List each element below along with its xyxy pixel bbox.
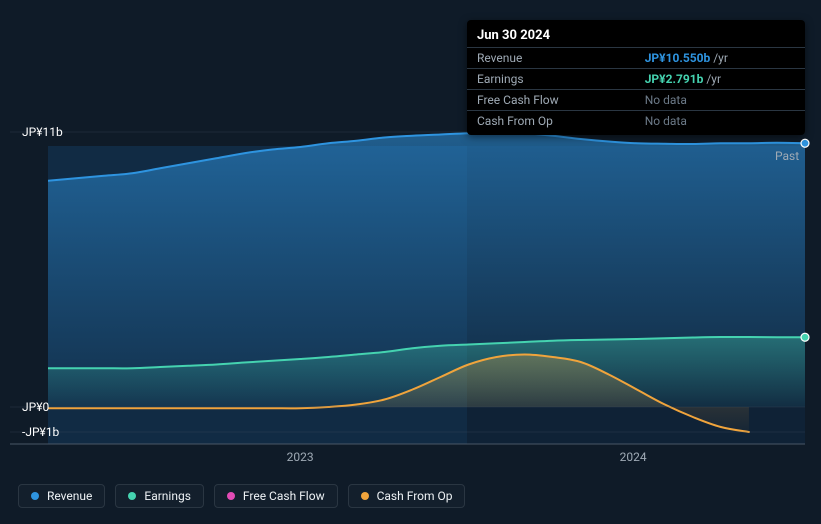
x-axis-label: 2024 (620, 450, 647, 464)
legend-label: Revenue (47, 489, 92, 503)
legend-dot-icon (227, 492, 235, 500)
tooltip-label: Cash From Op (467, 111, 635, 132)
legend-item-earnings[interactable]: Earnings (115, 484, 204, 508)
tooltip-value: JP¥2.791b /yr (635, 69, 805, 90)
tooltip-label: Earnings (467, 69, 635, 90)
tooltip-label: Revenue (467, 48, 635, 69)
tooltip-row: Cash From Op No data (467, 111, 805, 132)
tooltip-row: Earnings JP¥2.791b /yr (467, 69, 805, 90)
legend-label: Cash From Op (377, 489, 453, 503)
tooltip-row: Revenue JP¥10.550b /yr (467, 48, 805, 69)
legend-dot-icon (361, 492, 369, 500)
tooltip-row: Free Cash Flow No data (467, 90, 805, 111)
tooltip-nodata: No data (635, 111, 805, 132)
tooltip-nodata: No data (635, 90, 805, 111)
y-axis-label: JP¥0 (22, 400, 49, 414)
legend-item-cash-from-op[interactable]: Cash From Op (348, 484, 466, 508)
legend-label: Free Cash Flow (243, 489, 325, 503)
legend-item-revenue[interactable]: Revenue (18, 484, 105, 508)
legend-dot-icon (128, 492, 136, 500)
chart-legend: Revenue Earnings Free Cash Flow Cash Fro… (18, 484, 465, 508)
x-axis-label: 2023 (287, 450, 314, 464)
tooltip-label: Free Cash Flow (467, 90, 635, 111)
chart-tooltip: Jun 30 2024 Revenue JP¥10.550b /yr Earni… (467, 20, 805, 135)
tooltip-table: Revenue JP¥10.550b /yr Earnings JP¥2.791… (467, 47, 805, 131)
legend-label: Earnings (144, 489, 191, 503)
legend-item-free-cash-flow[interactable]: Free Cash Flow (214, 484, 338, 508)
financial-chart: JP¥11b JP¥0 -JP¥1b 2023 2024 Past Jun 30… (0, 0, 821, 524)
past-label: Past (775, 149, 799, 163)
tooltip-value: JP¥10.550b /yr (635, 48, 805, 69)
legend-dot-icon (31, 492, 39, 500)
tooltip-title: Jun 30 2024 (467, 26, 805, 47)
y-axis-label: JP¥11b (22, 125, 63, 139)
y-axis-label: -JP¥1b (22, 425, 59, 439)
